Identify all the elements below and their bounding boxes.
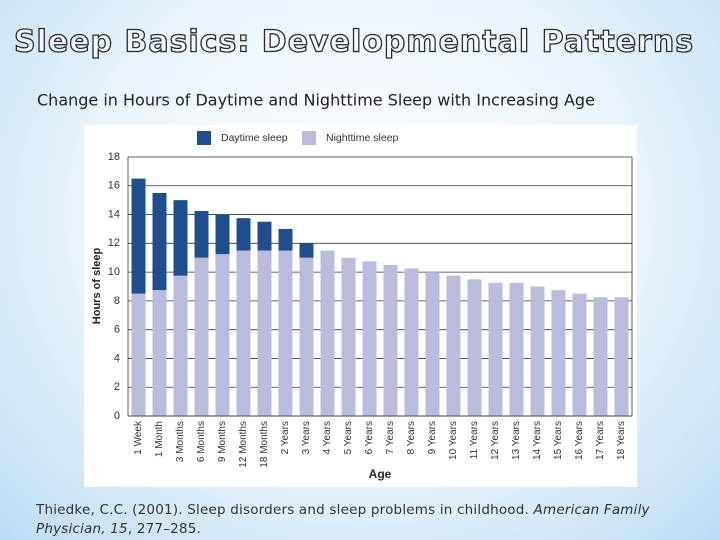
- y-tick-label: 6: [114, 324, 120, 336]
- bar-segment: [551, 290, 566, 416]
- x-tick-label: 13 Years: [511, 421, 522, 460]
- x-tick-label: 1 Month: [154, 421, 165, 457]
- bar-segment: [173, 275, 188, 416]
- x-axis-title: Age: [369, 467, 392, 481]
- bar-segment: [278, 250, 293, 416]
- bar-segment: [173, 200, 188, 276]
- citation-pages: , 277–285.: [127, 521, 202, 537]
- x-tick-label: 18 Years: [616, 421, 627, 460]
- slide-title: Sleep Basics: Developmental Patterns: [14, 25, 694, 60]
- bar-segment: [404, 268, 419, 416]
- y-tick-label: 8: [114, 295, 120, 307]
- x-tick-label: 8 Years: [406, 421, 417, 454]
- y-tick-label: 12: [108, 237, 120, 249]
- bar-segment: [215, 214, 230, 255]
- x-tick-label: 9 Years: [427, 421, 438, 454]
- x-tick-label: 3 Years: [301, 421, 312, 454]
- bar-segment: [425, 272, 440, 416]
- x-tick-label: 11 Years: [469, 421, 480, 459]
- x-tick-label: 10 Years: [448, 421, 459, 460]
- bar-segment: [299, 257, 314, 416]
- bar-segment: [341, 257, 356, 416]
- bar-segment: [509, 282, 524, 416]
- bar-segment: [152, 290, 167, 416]
- bar-segment: [383, 264, 398, 416]
- legend-swatch: [302, 131, 316, 145]
- bar-segment: [194, 210, 209, 258]
- x-tick-label: 12 Months: [238, 421, 249, 468]
- x-tick-label: 6 Years: [364, 421, 375, 454]
- citation-journal: American Family Physician, 15: [36, 502, 650, 537]
- x-tick-label: 18 Months: [259, 421, 270, 468]
- bar-segment: [257, 250, 272, 416]
- y-tick-label: 18: [108, 151, 120, 163]
- bar-segment: [320, 250, 335, 416]
- y-tick-label: 0: [114, 410, 120, 422]
- x-tick-label: 17 Years: [595, 421, 606, 460]
- bar-segment: [488, 282, 503, 416]
- x-tick-label: 1 Week: [133, 420, 144, 455]
- bar-segment: [215, 254, 230, 416]
- bar-segment: [299, 243, 314, 258]
- x-tick-label: 7 Years: [385, 421, 396, 454]
- citation-text: Thiedke, C.C. (2001). Sleep disorders an…: [36, 502, 534, 518]
- bar-segment: [530, 286, 545, 416]
- bar-segment: [131, 178, 146, 294]
- legend-label: Daytime sleep: [221, 132, 288, 144]
- y-tick-label: 14: [108, 208, 120, 220]
- y-tick-label: 16: [108, 180, 120, 192]
- x-tick-label: 12 Years: [490, 421, 501, 460]
- x-tick-label: 5 Years: [343, 421, 354, 454]
- bar-segment: [194, 257, 209, 416]
- y-tick-label: 10: [108, 266, 120, 278]
- subtitle: Change in Hours of Daytime and Nighttime…: [37, 91, 595, 110]
- bar-segment: [236, 250, 251, 416]
- x-tick-label: 4 Years: [322, 421, 333, 454]
- bar-segment: [278, 228, 293, 251]
- bar-segment: [131, 293, 146, 416]
- legend-label: Nighttime sleep: [326, 132, 399, 144]
- bar-segment: [593, 297, 608, 416]
- x-tick-label: 9 Months: [217, 421, 228, 462]
- x-tick-label: 14 Years: [532, 421, 543, 460]
- x-tick-label: 6 Months: [196, 421, 207, 462]
- x-tick-label: 2 Years: [280, 421, 291, 454]
- bar-segment: [467, 279, 482, 416]
- x-tick-label: 3 Months: [175, 421, 186, 462]
- bar-segment: [614, 297, 629, 416]
- bar-segment: [257, 221, 272, 251]
- citation: Thiedke, C.C. (2001). Sleep disorders an…: [36, 501, 696, 539]
- bar-segment: [236, 218, 251, 251]
- bar-segment: [572, 293, 587, 416]
- bar-segment: [362, 261, 377, 416]
- x-tick-label: 15 Years: [553, 421, 564, 460]
- y-tick-label: 4: [114, 352, 120, 364]
- x-tick-label: 16 Years: [574, 421, 585, 460]
- bar-segment: [446, 275, 461, 416]
- legend-swatch: [197, 131, 211, 145]
- y-axis-title: Hours of sleep: [91, 248, 103, 325]
- bar-segment: [152, 192, 167, 291]
- y-tick-label: 2: [114, 381, 120, 393]
